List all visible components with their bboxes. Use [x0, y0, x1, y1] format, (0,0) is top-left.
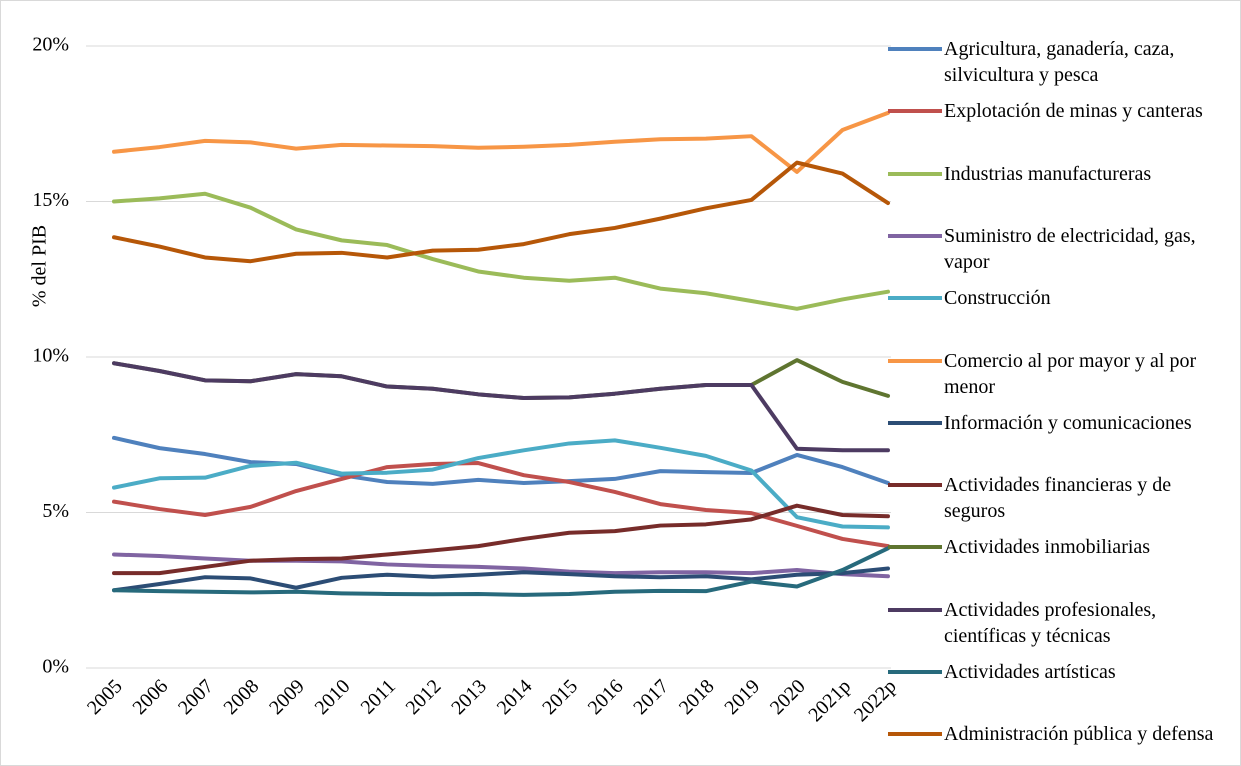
legend-label: Información y comunicaciones	[944, 411, 1192, 434]
legend-swatch	[888, 420, 942, 425]
legend-entry: Actividades financieras y de seguros	[886, 472, 1226, 524]
legend-swatch	[888, 545, 942, 550]
legend-entry: Comercio al por mayor y al por menor	[886, 348, 1226, 400]
series-line	[112, 435, 890, 486]
x-tick-label: 2013	[447, 675, 491, 719]
legend-swatch	[888, 732, 942, 737]
legend-label: Suministro de electricidad, gas, vapor	[944, 224, 1196, 273]
legend-entry: Administración pública y defensa	[886, 721, 1226, 747]
legend-swatch	[888, 109, 942, 114]
x-tick-label: 2019	[720, 675, 764, 719]
legend-entry: Actividades artísticas	[886, 659, 1226, 685]
x-tick-label: 2016	[584, 675, 628, 719]
x-tick-label: 2020	[766, 675, 810, 719]
legend-label: Construcción	[944, 287, 1051, 310]
legend-label: Actividades artísticas	[944, 661, 1116, 683]
y-tick-label: 5%	[42, 500, 69, 522]
legend-entry: Información y comunicaciones	[886, 410, 1226, 436]
x-tick-label: 2018	[675, 675, 719, 719]
series-line	[112, 461, 890, 549]
legend-entry: Construcción	[886, 285, 1226, 311]
legend-label: Agricultura, ganadería, caza, silvicultu…	[944, 38, 1175, 86]
legend-swatch	[888, 47, 942, 51]
x-tick-label: 2009	[265, 675, 309, 719]
legend-swatch	[888, 483, 942, 488]
x-tick-label: 2008	[220, 675, 264, 719]
legend-swatch	[888, 296, 942, 301]
legend-entry: Actividades inmobiliarias	[886, 534, 1226, 560]
legend-swatch	[888, 670, 942, 674]
x-tick-label: 2015	[538, 675, 582, 719]
legend-label: Comercio al por mayor y al por menor	[944, 349, 1197, 398]
series-line	[112, 438, 890, 530]
x-tick-label: 2005	[83, 675, 127, 719]
x-tick-label: 2021p	[804, 675, 855, 726]
series-line	[112, 546, 890, 597]
x-tick-label: 2014	[493, 675, 537, 719]
legend-swatch	[888, 171, 942, 176]
legend-label: Industrias manufactureras	[944, 162, 1152, 185]
legend-entry: Explotación de minas y canteras	[886, 98, 1226, 124]
series-line	[112, 566, 890, 593]
series-line	[112, 110, 890, 174]
legend-entry: Industrias manufactureras	[886, 161, 1226, 187]
legend-entry: Agricultura, ganadería, caza, silvicultu…	[886, 36, 1226, 88]
y-tick-label: 10%	[32, 345, 69, 367]
legend-label: Actividades financieras y de seguros	[944, 474, 1172, 523]
legend-entry: Actividades profesionales, científicas y…	[886, 597, 1226, 649]
legend-swatch	[888, 233, 942, 238]
x-tick-label: 2007	[174, 675, 218, 719]
series-line	[112, 361, 890, 453]
legend-entry: Suministro de electricidad, gas, vapor	[886, 223, 1226, 275]
y-tick-label: 20%	[32, 34, 69, 56]
x-tick-label: 2006	[128, 675, 172, 719]
legend-label: Explotación de minas y canteras	[944, 100, 1203, 123]
x-tick-label: 2010	[311, 675, 355, 719]
y-tick-label: 0%	[42, 656, 69, 678]
x-tick-label: 2011	[357, 675, 400, 718]
x-tick-label: 2017	[629, 675, 673, 719]
series-line	[112, 191, 890, 311]
x-tick-label: 2012	[402, 675, 446, 719]
series-line	[112, 503, 890, 576]
legend-label: Actividades inmobiliarias	[944, 536, 1151, 559]
legend-label: Administración pública y defensa	[944, 723, 1214, 746]
y-tick-label: 15%	[32, 189, 69, 211]
legend-swatch	[888, 607, 942, 612]
legend-label: Actividades profesionales, científicas y…	[944, 598, 1157, 647]
legend-swatch	[888, 358, 942, 363]
series-line	[112, 160, 890, 264]
y-axis-label: % del PIB	[29, 225, 51, 307]
